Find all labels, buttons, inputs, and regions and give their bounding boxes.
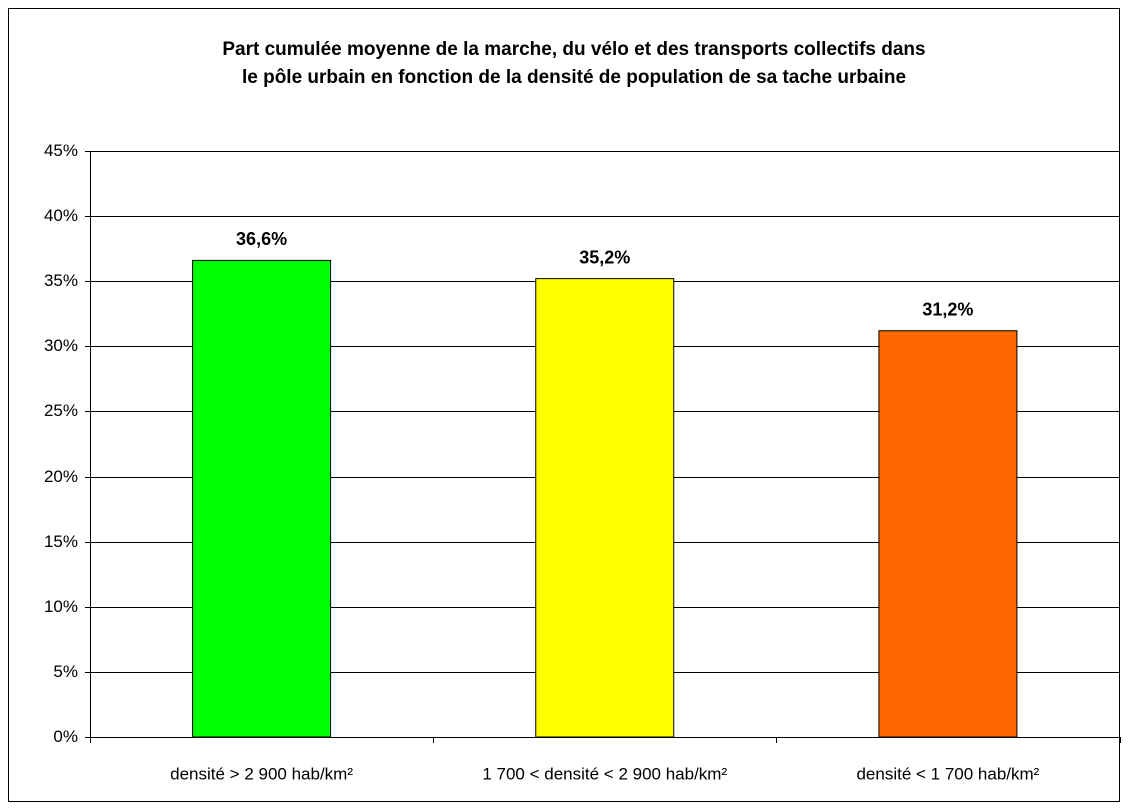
x-tick-label: densité < 1 700 hab/km² (856, 764, 1039, 783)
y-tick-label: 5% (53, 662, 78, 681)
y-tick-label: 15% (44, 532, 78, 551)
chart-title: Part cumulée moyenne de la marche, du vé… (222, 39, 925, 60)
y-tick-label: 45% (44, 141, 78, 160)
chart-title: le pôle urbain en fonction de la densité… (242, 67, 906, 88)
data-label: 31,2% (922, 299, 973, 319)
y-tick-label: 0% (53, 727, 78, 746)
data-label: 35,2% (579, 247, 630, 267)
bar (192, 259, 332, 738)
y-tick-label: 25% (44, 401, 78, 420)
bar (878, 330, 1018, 738)
y-tick-label: 30% (44, 336, 78, 355)
x-tick-label: densité > 2 900 hab/km² (170, 764, 353, 783)
y-tick-label: 20% (44, 467, 78, 486)
data-label: 36,6% (236, 229, 287, 249)
y-tick-label: 10% (44, 597, 78, 616)
x-tick-label: 1 700 < densité < 2 900 hab/km² (482, 764, 727, 783)
bar (535, 278, 675, 738)
y-tick-label: 40% (44, 206, 78, 225)
y-tick-label: 35% (44, 271, 78, 290)
